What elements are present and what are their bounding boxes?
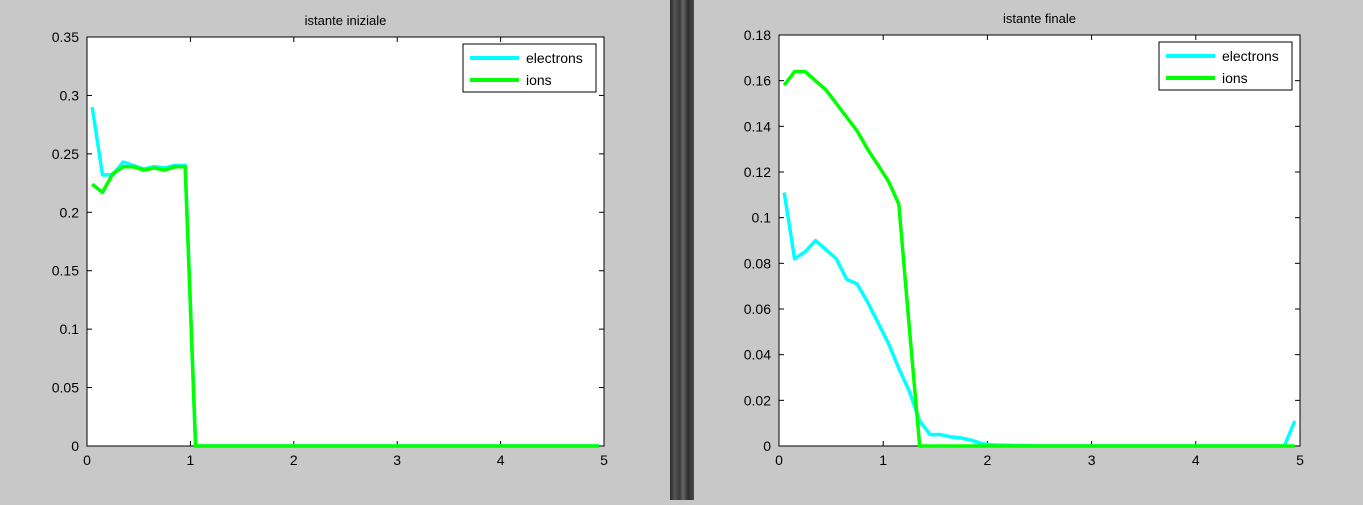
chart-0-x-tick-label: 5 [600, 452, 608, 468]
chart-1-plot-area [778, 34, 1301, 447]
chart-0-x-tick-label: 1 [187, 452, 195, 468]
chart-0-y-tick-label: 0.35 [52, 29, 79, 45]
chart-1-x-tick-label: 5 [1296, 452, 1304, 468]
chart-1-legend-label-ions: ions [1222, 70, 1248, 86]
figure-left: istante iniziale 0 1 2 3 4 5 0 0.05 0.1 0.15 0.2 0.2… [0, 0, 670, 500]
chart-1-y-tick-label: 0.16 [744, 73, 771, 89]
window-divider [670, 0, 694, 500]
chart-1-y-tick-label: 0.18 [744, 27, 771, 43]
chart-1-y-tick-label: 0.04 [744, 347, 771, 363]
chart-0-y-tick-label: 0 [71, 438, 79, 454]
chart-0-legend [462, 43, 597, 93]
chart-0-legend-label-electrons: electrons [526, 50, 583, 66]
chart-1-legend [1158, 41, 1293, 91]
chart-0-series-ions-line [91, 164, 599, 448]
chart-0-x-tick-label: 2 [290, 452, 298, 468]
chart-1-title: istante finale [1003, 11, 1076, 26]
chart-0-title: istante iniziale [305, 13, 387, 28]
chart-0-y-tick-label: 0.2 [60, 204, 80, 220]
chart-0-y-tick-label: 0.25 [52, 146, 79, 162]
chart-1-y-tick-label: 0.08 [744, 255, 771, 271]
chart-0-x-tick-label: 4 [497, 452, 505, 468]
chart-1-x-tick-label: 1 [879, 452, 887, 468]
chart-1-y-tick-label: 0.14 [744, 118, 771, 134]
chart-1-legend-label-electrons: electrons [1222, 48, 1279, 64]
chart-1-y-tick-label: 0.06 [744, 301, 771, 317]
chart-initial: istante iniziale 0 1 2 3 4 5 0 0.05 0.1 0.15 0.2 0.2… [52, 13, 608, 468]
chart-1-y-tick-label: 0 [763, 438, 771, 454]
chart-0-x-tick-label: 0 [83, 452, 91, 468]
chart-0-plot-area [86, 36, 605, 447]
chart-1-series-ions-line [782, 69, 1295, 448]
chart-1-x-tick-label: 2 [984, 452, 992, 468]
chart-0-y-tick-label: 0.05 [52, 380, 79, 396]
chart-1-y-tick-label: 0.02 [744, 392, 771, 408]
chart-1-x-tick-label: 0 [775, 452, 783, 468]
figure-right: istante finale 0 1 2 3 4 5 0 0.02 0.04 0.06 0.08 0.1… [694, 0, 1363, 500]
chart-0-y-tick-label: 0.3 [60, 87, 80, 103]
chart-1-x-tick-label: 4 [1192, 452, 1200, 468]
chart-1-y-tick-label: 0.1 [752, 210, 772, 226]
chart-1-y-tick-label: 0.12 [744, 164, 771, 180]
chart-0-y-tick-label: 0.15 [52, 263, 79, 279]
chart-0-x-tick-label: 3 [393, 452, 401, 468]
chart-final: istante finale 0 1 2 3 4 5 0 0.02 0.04 0.06 0.08 0.1… [744, 11, 1304, 468]
chart-0-y-tick-label: 0.1 [60, 321, 80, 337]
chart-1-x-tick-label: 3 [1088, 452, 1096, 468]
chart-0-legend-label-ions: ions [526, 72, 552, 88]
